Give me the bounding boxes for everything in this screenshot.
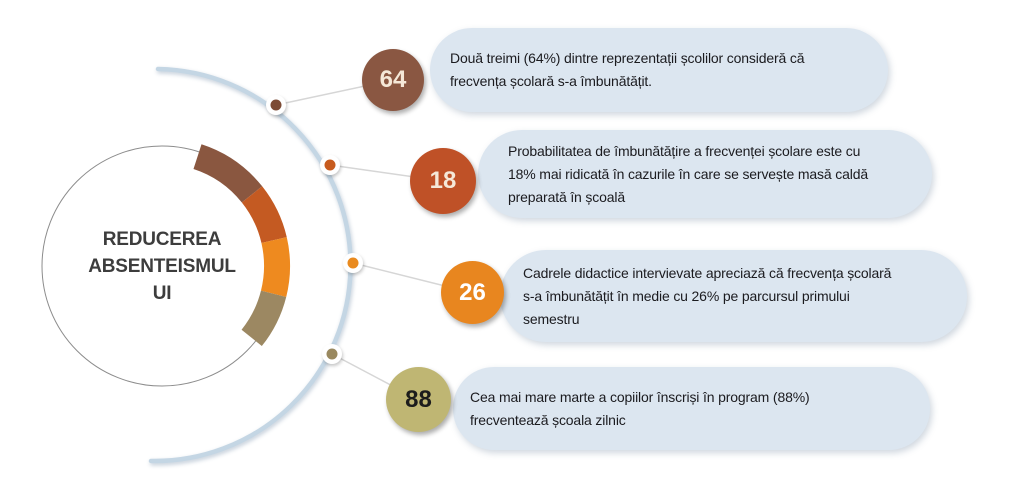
stat-bubble-26: Cadrele didactice intervievate apreciază… [500,250,967,342]
arc-dot-88 [322,344,342,364]
arc-dot-18 [320,155,340,175]
arc-dot-center [270,99,282,111]
stat-bubble-64: Două treimi (64%) dintre reprezentații ș… [430,28,888,112]
ring-segment-64 [193,144,263,203]
stat-bubble-text: Două treimi (64%) dintre reprezentații ș… [450,50,805,89]
stat-value: 26 [459,278,486,306]
stat-bubble-text: Cea mai mare marte a copiilor înscriși î… [470,388,810,428]
arc-dot-center [324,159,336,171]
ring-segment-18 [241,186,287,244]
stat-circle-64: 64 [362,49,424,111]
ring-segment-88 [241,290,287,347]
stat-value: 18 [429,167,457,194]
arc-dot-center [347,257,359,269]
hub-title: REDUCEREA ABSENTEISMUL UI [52,226,272,307]
arc-dot-center [326,348,338,360]
stat-bubble-text: Probabilitatea de îmbunătățire a frecven… [508,142,868,205]
arc-dot-26 [343,253,363,273]
stat-circle-88: 88 [386,367,451,432]
stat-bubble-88: Cea mai mare marte a copiilor înscriși î… [453,367,930,450]
ring-segment-26 [260,237,290,297]
stat-bubble-text: Cadrele didactice intervievate apreciază… [523,264,892,327]
stat-circle-18: 18 [410,148,476,214]
stat-circle-26: 26 [441,261,504,324]
hub-title-line-1: REDUCEREA [102,229,222,250]
stat-value: 64 [379,66,407,93]
stat-value: 88 [405,385,432,413]
stat-bubble-18: Probabilitatea de îmbunătățire a frecven… [478,130,932,218]
hub-title-line-2: ABSENTEISMUL [88,256,236,277]
hub-title-line-3: UI [152,283,172,304]
arc-dot-64 [266,95,286,115]
